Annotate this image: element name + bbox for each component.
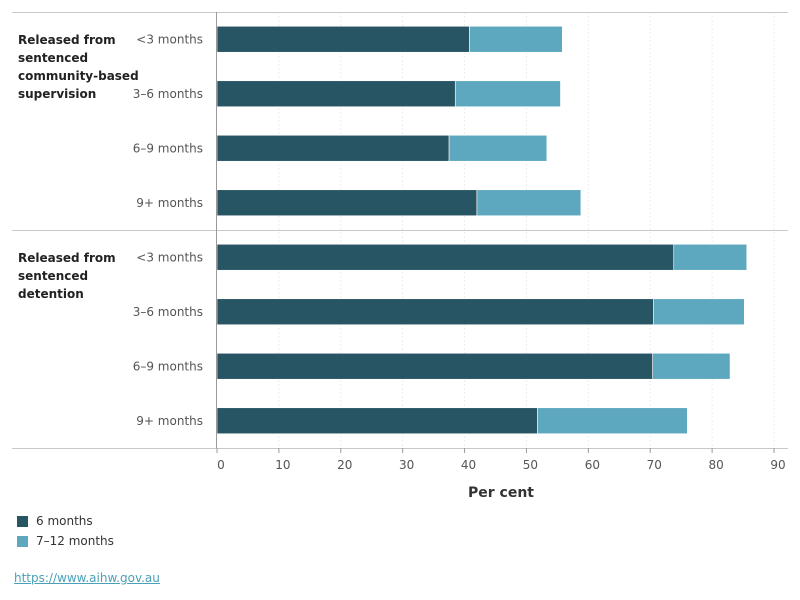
x-tick-label: 0 <box>217 458 225 472</box>
x-tick-label: 10 <box>275 458 290 472</box>
bar-6-months <box>216 25 470 53</box>
bar-6-months <box>216 243 675 271</box>
legend-swatch <box>17 535 28 547</box>
bar-7-12-months <box>653 298 745 326</box>
category-label: 3–6 months <box>133 305 203 319</box>
group-label-line: sentenced <box>18 51 89 65</box>
legend-label: 7–12 months <box>36 534 114 548</box>
x-tick-label: 70 <box>647 458 662 472</box>
category-label: 6–9 months <box>133 359 203 373</box>
bar-7-12-months <box>454 80 561 108</box>
legend-item-6-months[interactable]: 6 months <box>17 513 93 529</box>
legend-item-7-12-months[interactable]: 7–12 months <box>17 533 114 549</box>
bar-7-12-months <box>476 189 582 217</box>
group-label-line: Released from <box>18 251 116 265</box>
x-axis-title: Per cent <box>468 485 534 501</box>
bar-6-months <box>216 352 653 380</box>
x-tick-label: 30 <box>399 458 414 472</box>
bar-7-12-months <box>448 134 548 162</box>
x-tick-label: 60 <box>585 458 600 472</box>
category-label: 9+ months <box>136 414 203 428</box>
bar-6-months <box>216 189 478 217</box>
legend-swatch <box>17 515 28 527</box>
category-label: 9+ months <box>136 196 203 210</box>
group-label-community-supervision: Released from sentenced community-based … <box>18 31 139 103</box>
source-link[interactable]: https://www.aihw.gov.au <box>14 571 160 585</box>
x-tick-label: 20 <box>337 458 352 472</box>
bar-6-months <box>216 80 456 108</box>
bar-6-months <box>216 134 450 162</box>
x-tick-label: 80 <box>708 458 723 472</box>
group-label-line: Released from <box>18 33 116 47</box>
category-label: <3 months <box>136 32 203 46</box>
x-tick-label: 40 <box>461 458 476 472</box>
bar-7-12-months <box>469 25 563 53</box>
bar-6-months <box>216 407 538 435</box>
bar-6-months <box>216 298 654 326</box>
category-label: 3–6 months <box>133 87 203 101</box>
group-label-detention: Released from sentenced detention <box>18 249 116 303</box>
bar-7-12-months <box>537 407 688 435</box>
x-tick-label: 50 <box>523 458 538 472</box>
category-label: <3 months <box>136 250 203 264</box>
group-label-line: sentenced <box>18 269 89 283</box>
group-label-line: detention <box>18 287 84 301</box>
category-label: 6–9 months <box>133 141 203 155</box>
group-label-line: supervision <box>18 87 97 101</box>
legend-label: 6 months <box>36 514 93 528</box>
x-tick-label: 90 <box>770 458 785 472</box>
bar-7-12-months <box>652 352 731 380</box>
group-label-line: community-based <box>18 69 139 83</box>
bar-7-12-months <box>673 243 748 271</box>
